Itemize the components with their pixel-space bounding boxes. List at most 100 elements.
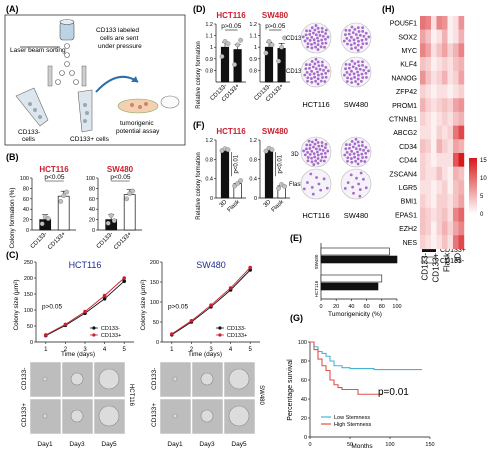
F-plates-colony-0-0-35 (306, 159, 310, 163)
D-plates-colony-0-0-31 (320, 26, 324, 30)
D-plates-colony-1-1-8 (360, 72, 364, 76)
D-SW480-ytick-label-1: 0.9 (249, 57, 257, 63)
h-cell-9-0 (420, 139, 426, 154)
e-xtick-label-0: 0 (319, 304, 322, 310)
D-plates-colony-0-0-23 (316, 26, 320, 30)
h-cell-12-4 (442, 180, 448, 195)
F-plates-colony-0-1-14 (349, 157, 353, 160)
D-plates-colony-0-0-8 (320, 38, 324, 42)
h-cell-16-1 (425, 235, 432, 250)
C-SW480-legend-pos-label: CD133+ (227, 333, 247, 339)
B-SW480-ytick-label-5: 100 (86, 176, 95, 182)
D-plates-colony-1-1-7 (351, 65, 355, 69)
h-cell-5-7 (458, 84, 465, 99)
h-cell-16-7 (458, 235, 465, 250)
e-xtick-label-3: 60 (364, 304, 370, 310)
D-plates-colony-1-1-29 (365, 76, 368, 79)
F-plates-colony-0-0-12 (308, 147, 312, 150)
C-HCT116-series-point-1-0 (44, 333, 48, 337)
micro-colony-1-0-0 (172, 376, 178, 382)
F-plates-colony-0-1-20 (348, 143, 352, 147)
B-SW480-title: SW480 (107, 165, 134, 174)
D-plates-colony-1-0-23 (316, 60, 320, 64)
F-plates-colony-0-0-38 (302, 149, 306, 153)
D-plates-colony-0-1-22 (346, 42, 349, 46)
D-plates-colony-1-1-28 (350, 59, 354, 63)
F-plates-colony-0-0-23 (316, 141, 320, 144)
F-plates-colony-0-1-36 (354, 137, 358, 141)
h-cell-12-2 (431, 180, 437, 195)
F-plates-colony-1-0-8 (325, 186, 329, 190)
h-cell-0-5 (447, 16, 454, 30)
h-row-label-1: SOX2 (398, 34, 417, 41)
h-cell-7-0 (420, 111, 426, 126)
D-plates-colony-0-1-11 (356, 43, 360, 47)
D-SW480-point-0-2 (269, 42, 275, 48)
f-colony-plates (300, 136, 372, 200)
D-plates-colony-0-1-10 (357, 30, 361, 33)
g-xtick-label-1: 50 (347, 442, 353, 448)
tube-cd133-neg (15, 87, 49, 127)
h-cell-4-7 (458, 70, 465, 85)
D-plates-colony-0-1-13 (362, 34, 366, 38)
panel-c: Colony size (μm²) Colony size (μm²) HCT1… (13, 260, 264, 448)
D-SW480-ytick-label-4: 1.2 (249, 22, 257, 28)
D-plates-colony-1-1-3 (357, 73, 360, 77)
D-SW480-point-1-1 (279, 44, 284, 50)
C-HCT116-xtick-label-4: 5 (123, 347, 127, 353)
h-cell-10-7 (458, 153, 465, 167)
e-xtick-label-2: 40 (348, 304, 354, 310)
F-plates-colony-1-1-11 (358, 194, 362, 198)
F-plates-colony-0-0-4 (310, 149, 314, 153)
D-plates-colony-1-0-6 (313, 75, 317, 79)
B-HCT116-sig-label: p<0.05 (44, 174, 64, 181)
C-HCT116-series-point-1-1 (63, 322, 68, 327)
F-plates-colony-0-1-8 (360, 152, 364, 156)
D-plates-colony-1-1-25 (344, 67, 347, 71)
h-cell-12-0 (420, 180, 426, 195)
chart-b-hct116: HCT116 0 20 40 60 80 100 CD133-CD133+ p<0.05 (20, 165, 76, 251)
D-plates-colony-1-0-31 (320, 60, 324, 64)
D-plates-colony-1-0-33 (304, 63, 308, 66)
D-plates-colony-1-1-32 (356, 82, 360, 86)
F-plates-colony-0-1-17 (345, 150, 349, 154)
D-plates-colony-0-0-26 (324, 32, 327, 35)
h-cell-13-5 (447, 194, 454, 208)
C-HCT116-legend-pos-dot (92, 333, 96, 337)
D-plates-colony-1-1-10 (357, 64, 361, 68)
D-plates-colony-0-1-20 (348, 28, 352, 32)
D-plates-colony-0-0-30 (303, 39, 307, 43)
g-sig: p=0.01 (378, 387, 409, 398)
h-cell-16-5 (447, 235, 454, 250)
C-HCT116-series-point-0-4 (122, 279, 126, 284)
F-plates-colony-1-0-2 (315, 176, 318, 179)
D-HCT116-ytick-label-0: 0.8 (205, 68, 213, 74)
h-cb-0: 0 (480, 212, 484, 218)
h-cell-1-2 (431, 29, 437, 44)
B-SW480-xtick-label-0: CD133- (96, 231, 115, 250)
F-SW480-sig-label: p<0.01 (278, 154, 284, 173)
D-plates-colony-0-1-14 (349, 43, 353, 47)
h-cell-14-1 (425, 207, 432, 222)
C-SW480-xtick-label-0: 1 (170, 347, 174, 353)
chart-e: 0 20 40 60 80 100 SW480 HCT116 (314, 243, 402, 310)
D-plates-colony-0-0-7 (312, 31, 315, 35)
F-plates-colony-0-0-2 (314, 147, 318, 151)
g-ytick-label-2: 40 (301, 397, 307, 403)
D-plates-colony-1-1-1 (352, 72, 356, 76)
c-xlabel-2: Time (days) (188, 351, 222, 358)
h-cell-13-2 (431, 194, 437, 208)
C-SW480-legend-neg-dot (218, 326, 222, 330)
B-SW480-point-0-1 (108, 213, 114, 218)
h-cell-4-3 (436, 70, 443, 85)
h-col-label-2: Flask (443, 252, 452, 272)
g-xtick-label-3: 150 (425, 442, 434, 448)
C-HCT116-ytick-label-0: 0 (30, 340, 33, 346)
panel-label-c: (C) (6, 250, 19, 260)
D-plates-colony-1-0-22 (306, 76, 310, 80)
h-cell-7-4 (442, 111, 448, 126)
F-plates-colony-0-0-27 (310, 160, 314, 164)
C-SW480-series-point-1-0 (170, 332, 174, 336)
